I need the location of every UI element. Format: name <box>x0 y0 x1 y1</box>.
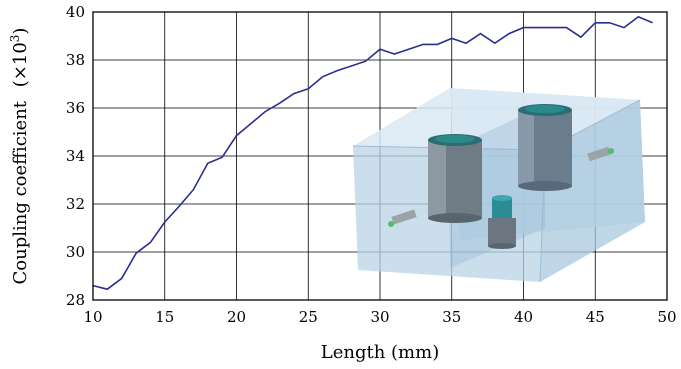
y-tick-label: 28 <box>66 291 85 309</box>
y-axis-title-close: ) <box>10 28 31 35</box>
x-tick-label: 25 <box>299 308 318 326</box>
x-tick-label: 20 <box>227 308 246 326</box>
x-tick-label: 10 <box>83 308 102 326</box>
y-axis-title-exponent: 3 <box>8 35 22 43</box>
y-tick-label: 38 <box>66 51 85 69</box>
y-axis-title: Coupling coefficient (×103) <box>8 28 31 285</box>
y-tick-label: 36 <box>66 99 85 117</box>
y-tick-label: 34 <box>66 147 85 165</box>
x-tick-label: 50 <box>657 308 676 326</box>
y-tick-label: 40 <box>66 3 85 21</box>
x-tick-label: 15 <box>155 308 174 326</box>
x-tick-labels: 10 15 20 25 30 35 40 45 50 <box>83 308 676 326</box>
coupling-post <box>488 195 516 249</box>
series-line-coupling <box>92 15 653 291</box>
y-tick-label: 32 <box>66 195 85 213</box>
plot-frame <box>92 11 668 301</box>
y-axis-title-unit: (×10 <box>10 42 31 87</box>
x-tick-label: 40 <box>514 308 533 326</box>
left-resonator <box>428 134 482 223</box>
right-probe <box>587 146 614 162</box>
y-tick-labels: 28 30 32 34 36 38 40 <box>66 3 85 309</box>
x-tick-label: 35 <box>442 308 461 326</box>
y-tick-label: 30 <box>66 243 85 261</box>
x-tick-label: 30 <box>370 308 389 326</box>
3d-coupled-cavity-model-icon <box>352 88 645 283</box>
x-tick-label: 45 <box>586 308 605 326</box>
right-resonator <box>518 104 572 191</box>
svg-text:Coupling coefficient (×1: Coupling coefficient (×103) <box>8 28 31 285</box>
x-axis-title: Length (mm) <box>321 342 439 363</box>
left-probe <box>388 209 417 227</box>
y-axis-title-main: Coupling coefficient <box>10 100 31 284</box>
